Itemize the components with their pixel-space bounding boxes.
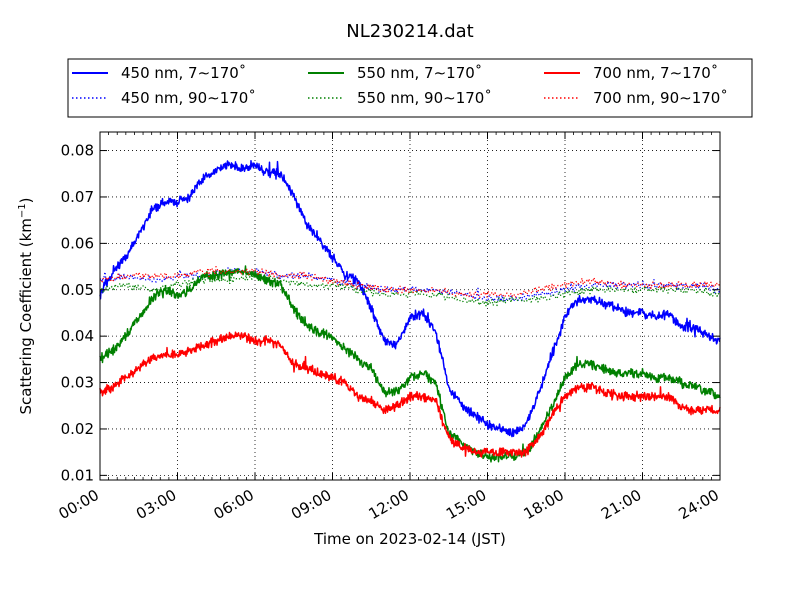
- x-axis-label: Time on 2023-02-14 (JST): [313, 530, 506, 548]
- series-line: [99, 273, 721, 307]
- series-layer: [99, 159, 721, 463]
- legend: 450 nm, 7∼170˚ 450 nm, 90∼170˚ 550 nm, 7∼1…: [67, 58, 753, 118]
- series-line: [99, 266, 721, 299]
- legend-box: [67, 58, 753, 118]
- legend-label: 700 nm, 90∼170˚: [593, 89, 728, 107]
- legend-entries: 450 nm, 7∼170˚ 450 nm, 90∼170˚ 550 nm, 7∼1…: [72, 64, 728, 107]
- y-tick-label: 0.05: [61, 281, 94, 299]
- legend-label: 450 nm, 90∼170˚: [121, 89, 256, 107]
- legend-label: 550 nm, 90∼170˚: [357, 89, 492, 107]
- y-tick-label: 0.04: [61, 327, 94, 345]
- series-line: [99, 159, 721, 438]
- y-tick-label: 0.03: [61, 374, 94, 392]
- y-tick-label: 0.06: [61, 234, 94, 252]
- grid: [100, 132, 720, 480]
- y-axis-label-superscript: −1: [17, 203, 28, 218]
- y-tick-labels: 0.01 0.02 0.03 0.04 0.05 0.06 0.07 0.08: [61, 142, 94, 485]
- y-tick-label: 0.08: [61, 142, 94, 160]
- y-tick-label: 0.07: [61, 188, 94, 206]
- y-axis-label: Scattering Coefficient (km−1): [17, 197, 35, 414]
- series-line: [99, 265, 721, 463]
- y-axis-label-text: Scattering Coefficient (km: [17, 218, 35, 414]
- series-line: [99, 266, 721, 302]
- legend-label: 550 nm, 7∼170˚: [357, 64, 482, 82]
- axis-ticks: [99, 132, 721, 480]
- legend-label: 450 nm, 7∼170˚: [121, 64, 246, 82]
- series-line: [99, 331, 721, 458]
- y-axis-label-close: ): [17, 197, 35, 203]
- legend-label: 700 nm, 7∼170˚: [593, 64, 718, 82]
- chart-title: NL230214.dat: [346, 21, 473, 42]
- y-tick-label: 0.01: [61, 466, 94, 484]
- y-tick-label: 0.02: [61, 420, 94, 438]
